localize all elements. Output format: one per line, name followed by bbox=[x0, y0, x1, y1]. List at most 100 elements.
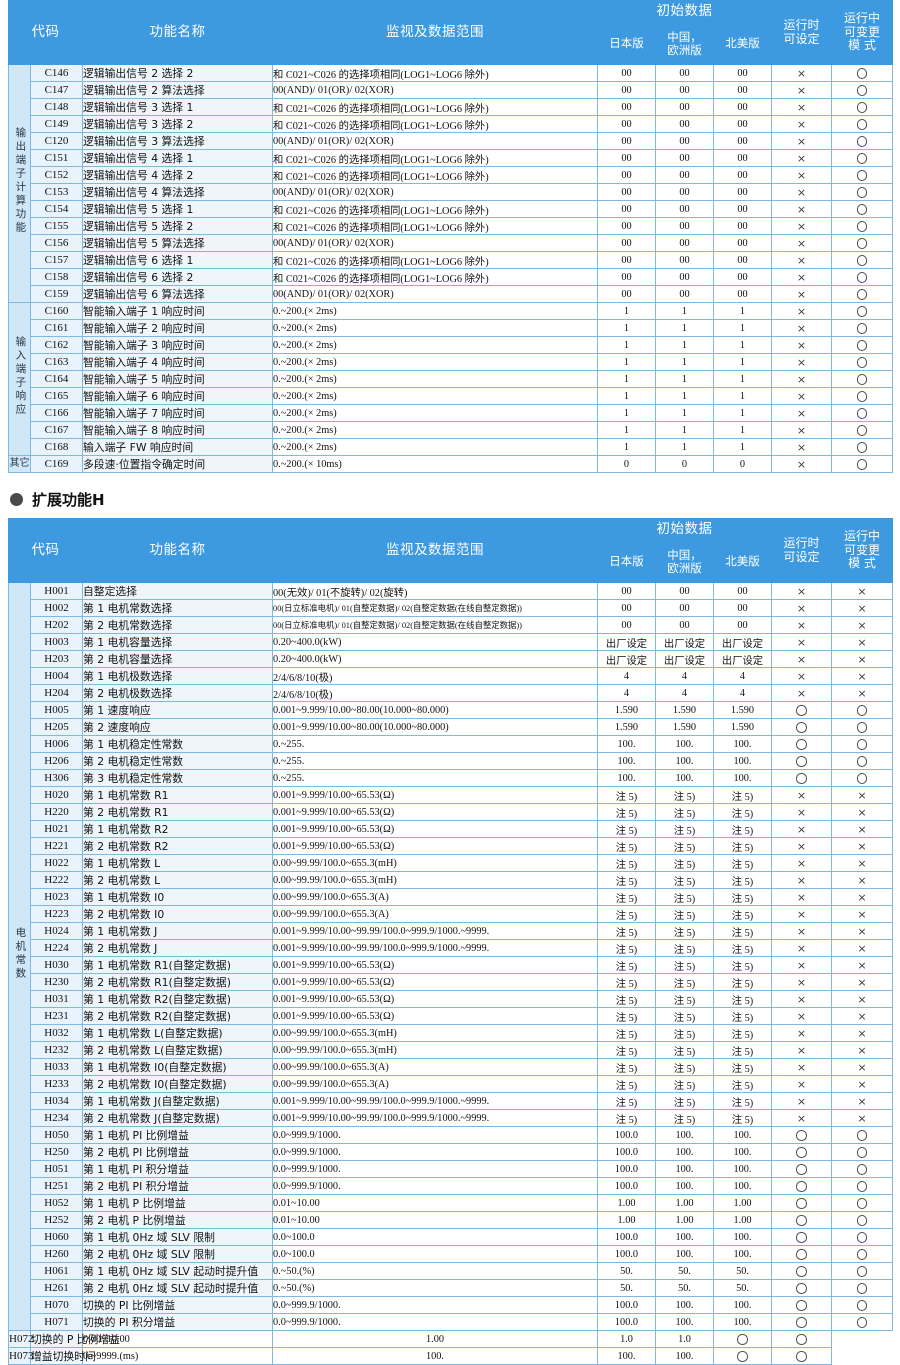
runtime-settable-mark bbox=[771, 1228, 832, 1246]
header-china-europe-2-line2: 欧洲版 bbox=[667, 561, 702, 575]
table-row: H003 第 1 电机容量选择 0.20~400.0(kW) 出厂设定 出厂设定 出厂设定… bbox=[9, 633, 893, 651]
runtime-settable-mark: × bbox=[771, 633, 832, 651]
parameter-code: H231 bbox=[30, 1007, 83, 1025]
circle-mark-icon bbox=[796, 1215, 807, 1226]
runtime-changeable-mark bbox=[771, 1347, 832, 1365]
table-row: 输入端子响应 C160 智能输入端子 1 响应时间 0.~200.(× 2ms) 1 1 1… bbox=[8, 302, 893, 456]
circle-mark-icon bbox=[856, 272, 868, 283]
value-china-europe: 1.00 bbox=[655, 1211, 714, 1229]
parameter-function-name: 第 2 电机稳定性常数 bbox=[82, 752, 273, 770]
value-north-america: 100. bbox=[655, 1347, 714, 1365]
parameter-code: H024 bbox=[30, 922, 83, 940]
value-japan: 注 5) bbox=[597, 1075, 656, 1093]
value-north-america: 4 bbox=[713, 667, 772, 685]
runtime-settable-mark bbox=[771, 1126, 832, 1144]
parameter-range: 00(无效)/ 01(不旋转)/ 02(旋转) bbox=[272, 582, 598, 600]
circle-mark-icon bbox=[796, 1334, 807, 1345]
value-china-europe: 100. bbox=[655, 1177, 714, 1195]
value-north-america: 1 bbox=[713, 387, 772, 405]
header-china-europe-line1: 中国， bbox=[667, 29, 702, 44]
table-row: H224 第 2 电机常数 J 0.001~9.999/10.00~99.99/10… bbox=[9, 939, 893, 957]
circle-mark-icon bbox=[856, 1198, 868, 1209]
value-china-europe: 注 5) bbox=[655, 990, 714, 1008]
circle-mark-icon bbox=[737, 1334, 748, 1345]
table-row: H070 切换的 PI 比例增益 0.0~999.9/1000. 100.0 100. 1… bbox=[9, 1296, 893, 1314]
value-japan: 1 bbox=[597, 438, 656, 456]
parameter-range: 0.001~9.999/10.00~65.53(Ω) bbox=[272, 837, 598, 855]
runtime-settable-mark: × bbox=[771, 582, 832, 600]
value-japan: 100.0 bbox=[597, 1177, 656, 1195]
value-north-america: 1 bbox=[713, 319, 772, 337]
runtime-settable-mark: × bbox=[771, 455, 832, 473]
cross-mark-icon: × bbox=[857, 925, 867, 938]
runtime-settable-mark bbox=[771, 752, 832, 770]
value-north-america: 注 5) bbox=[713, 1007, 772, 1025]
parameter-range: 0.01~10.00 bbox=[272, 1194, 598, 1212]
table-row: H006 第 1 电机稳定性常数 0.~255. 100. 100. 100. bbox=[9, 735, 893, 753]
value-china-europe: 00 bbox=[655, 64, 714, 82]
value-china-europe: 1 bbox=[655, 370, 714, 388]
runtime-settable-mark: × bbox=[771, 837, 832, 855]
value-north-america: 注 5) bbox=[713, 871, 772, 889]
runtime-changeable-mark: × bbox=[831, 837, 893, 855]
parameter-function-name: 第 1 电机常数 R1(自整定数据) bbox=[82, 956, 273, 974]
value-japan: 00 bbox=[597, 285, 656, 303]
table-row: C120 逻辑输出信号 3 算法选择 00(AND)/ 01(OR)/ 02(XOR… bbox=[9, 132, 893, 150]
circle-mark-icon bbox=[856, 1317, 868, 1328]
runtime-changeable-mark bbox=[831, 1279, 893, 1297]
parameter-code: C147 bbox=[30, 81, 83, 99]
parameter-range: 0.~50.(%) bbox=[272, 1262, 598, 1280]
value-north-america: 00 bbox=[713, 285, 772, 303]
runtime-settable-mark bbox=[713, 1330, 772, 1348]
header-china-europe-line2: 欧洲版 bbox=[667, 43, 702, 57]
value-china-europe: 注 5) bbox=[655, 1024, 714, 1042]
value-north-america: 1.590 bbox=[713, 701, 772, 719]
value-north-america: 100. bbox=[713, 1296, 772, 1314]
table-row: H260 第 2 电机 0Hz 域 SLV 限制 0.0~100.0 100.0 100… bbox=[9, 1245, 893, 1263]
parameter-code: H261 bbox=[30, 1279, 83, 1297]
runtime-settable-mark: × bbox=[771, 973, 832, 991]
table-row: H206 第 2 电机稳定性常数 0.~255. 100. 100. 100. bbox=[9, 752, 893, 770]
table-row: C166 智能输入端子 7 响应时间 0.~200.(× 2ms) 1 1 1 × bbox=[9, 404, 893, 422]
parameter-range: 0.001~9.999/10.00~80.00(10.000~80.000) bbox=[272, 701, 598, 719]
parameter-range: 0.001~9.999/10.00~99.99/100.0~999.9/1000… bbox=[272, 939, 598, 957]
value-japan: 1 bbox=[597, 353, 656, 371]
parameter-code: C160 bbox=[30, 302, 83, 320]
cross-mark-icon: × bbox=[796, 1078, 807, 1091]
value-north-america: 4 bbox=[713, 684, 772, 702]
value-japan: 注 5) bbox=[597, 939, 656, 957]
runtime-settable-mark bbox=[771, 1194, 832, 1212]
cross-mark-icon: × bbox=[796, 1044, 807, 1057]
value-north-america: 注 5) bbox=[713, 973, 772, 991]
table-row: H071 切换的 PI 积分增益 0.0~999.9/1000. 100.0 100. 1… bbox=[9, 1313, 893, 1331]
runtime-settable-mark bbox=[771, 701, 832, 719]
runtime-changeable-mark bbox=[831, 64, 893, 82]
value-japan: 100.0 bbox=[597, 1126, 656, 1144]
value-china-europe: 1.0 bbox=[597, 1330, 656, 1348]
value-china-europe: 00 bbox=[655, 268, 714, 286]
parameter-function-name: 第 2 电机常数 L(自整定数据) bbox=[82, 1041, 273, 1059]
parameter-function-name: 第 2 电机容量选择 bbox=[82, 650, 273, 668]
runtime-changeable-mark: × bbox=[831, 1109, 893, 1127]
parameter-code: C153 bbox=[30, 183, 83, 201]
cross-mark-icon: × bbox=[796, 424, 807, 437]
runtime-changeable-mark: × bbox=[831, 956, 893, 974]
parameter-function-name: 第 2 速度响应 bbox=[82, 718, 273, 736]
runtime-changeable-mark: × bbox=[831, 786, 893, 804]
parameter-code: H251 bbox=[30, 1177, 83, 1195]
table-row: 其它 C169 多段速·位置指令确定时间 0.~200.(× 10ms) 0 0 0 × bbox=[8, 455, 893, 473]
value-japan: 100. bbox=[597, 769, 656, 787]
header-runtime-settable-line1: 运行时 bbox=[783, 17, 820, 32]
parameter-code: C151 bbox=[30, 149, 83, 167]
cross-mark-icon: × bbox=[796, 373, 807, 386]
runtime-settable-mark: × bbox=[771, 251, 832, 269]
value-japan: 00 bbox=[597, 166, 656, 184]
parameter-function-name: 智能输入端子 7 响应时间 bbox=[82, 404, 273, 422]
parameter-code: H072 bbox=[8, 1330, 33, 1348]
value-china-europe: 1 bbox=[655, 387, 714, 405]
table-row: H231 第 2 电机常数 R2(自整定数据) 0.001~9.999/10.00~… bbox=[9, 1007, 893, 1025]
parameter-function-name: 第 1 电机常数 J(自整定数据) bbox=[82, 1092, 273, 1110]
value-north-america: 00 bbox=[713, 183, 772, 201]
parameter-function-name: 智能输入端子 8 响应时间 bbox=[82, 421, 273, 439]
